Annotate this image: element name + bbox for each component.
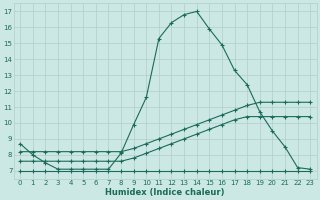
X-axis label: Humidex (Indice chaleur): Humidex (Indice chaleur) [106,188,225,197]
